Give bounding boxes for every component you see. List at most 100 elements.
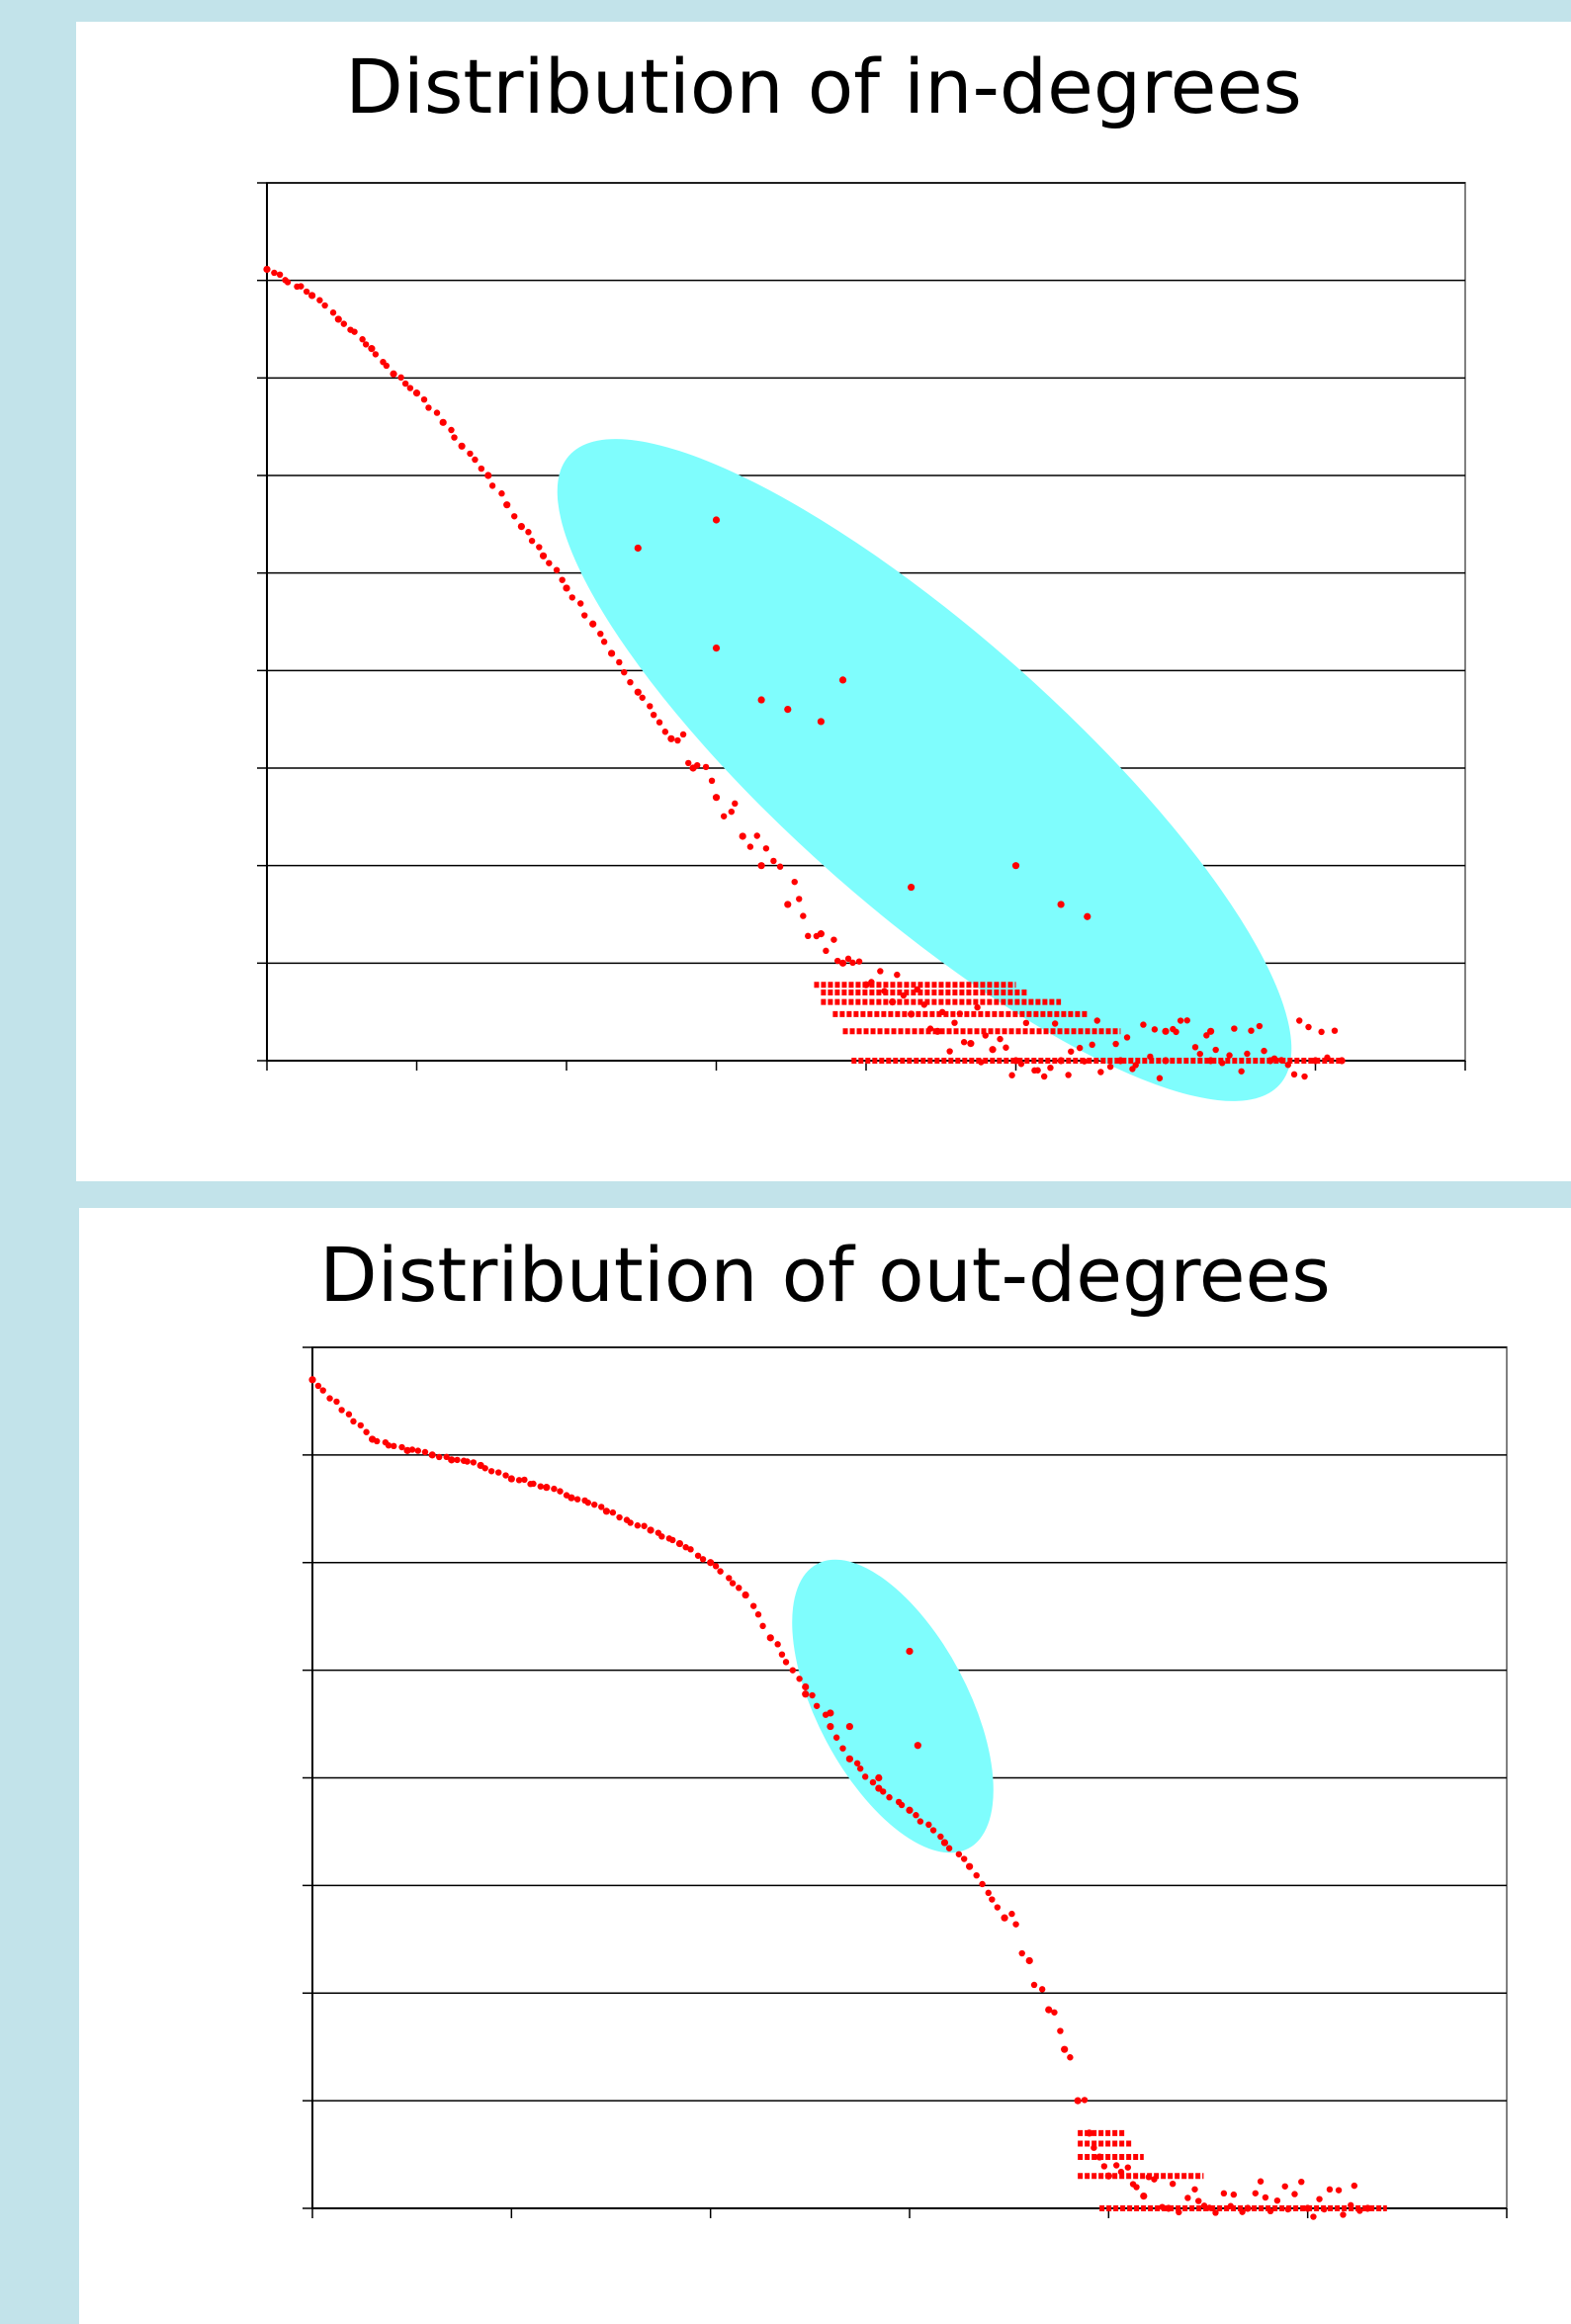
data-point [551, 1485, 558, 1493]
data-point [598, 1504, 605, 1510]
data-point [1248, 1027, 1255, 1034]
data-point [316, 297, 323, 303]
data-point [406, 385, 414, 391]
data-point [1034, 1067, 1041, 1074]
data-point [1030, 1981, 1038, 1989]
data-point [1061, 2045, 1069, 2053]
data-point [451, 434, 458, 441]
data-point [658, 1533, 665, 1540]
data-point [1012, 1921, 1019, 1928]
data-point [597, 630, 604, 638]
data-point [796, 1676, 803, 1682]
data-point [802, 1690, 810, 1698]
data-point [754, 1611, 762, 1618]
data-point [914, 1742, 921, 1750]
data-point [600, 639, 608, 646]
data-point [827, 1722, 834, 1731]
data-point [1340, 2211, 1347, 2218]
out-degree-chart-title: Distribution of out-degrees [319, 1231, 1331, 1319]
data-point [517, 522, 525, 531]
data-point [809, 1691, 816, 1699]
data-point [742, 1591, 749, 1599]
data-point [966, 1862, 974, 1870]
data-point [1230, 2191, 1238, 2198]
data-point [329, 309, 337, 316]
data-point [1296, 1017, 1303, 1024]
data-point [616, 658, 623, 666]
data-point [834, 957, 841, 965]
data-point [877, 968, 884, 975]
data-point [448, 1456, 456, 1464]
data-point [1068, 1048, 1075, 1055]
data-point [276, 271, 284, 279]
data-point [853, 1760, 861, 1766]
data-point [391, 1442, 397, 1450]
data-point [796, 896, 803, 903]
data-point [908, 883, 916, 892]
data-point [685, 759, 692, 767]
data-point [1183, 1017, 1190, 1024]
data-point [1191, 1044, 1199, 1051]
data-point [1256, 1022, 1264, 1030]
data-point [989, 1896, 996, 1903]
data-point [967, 1040, 975, 1048]
data-point [762, 845, 770, 852]
data-point [398, 1443, 405, 1451]
data-point [945, 1845, 953, 1851]
data-point [390, 370, 397, 378]
data-point [805, 932, 812, 940]
data-point [1045, 2006, 1053, 2014]
data-point [507, 1475, 515, 1483]
data-point [1140, 2192, 1148, 2200]
data-point [553, 566, 561, 573]
data-point [1257, 2178, 1265, 2185]
data-point [608, 649, 616, 657]
data-point [372, 351, 380, 358]
data-point [1305, 1023, 1312, 1031]
data-point [467, 450, 474, 458]
data-point [817, 718, 825, 726]
data-point [359, 336, 366, 343]
data-point [827, 1709, 834, 1717]
out-degree-chart-panel: Distribution of out-degrees [79, 1208, 1571, 2324]
data-point [1151, 1026, 1159, 1033]
data-point [1051, 2009, 1058, 2016]
data-point [784, 901, 792, 908]
data-point [1057, 901, 1065, 908]
data-point [397, 374, 404, 382]
data-point [1051, 1020, 1059, 1027]
data-point [784, 705, 792, 714]
data-point [420, 395, 428, 403]
data-point [641, 1522, 648, 1529]
data-point [581, 612, 588, 619]
data-point [263, 265, 271, 274]
data-point [333, 1398, 340, 1406]
data-point [1008, 1910, 1015, 1918]
data-point [484, 472, 492, 479]
data-point [525, 529, 532, 536]
data-point [951, 1019, 958, 1026]
data-point [639, 694, 646, 701]
data-points [308, 1376, 1387, 2220]
data-point [1212, 1046, 1219, 1054]
data-point [1156, 1075, 1164, 1081]
data-point [1195, 2197, 1202, 2204]
data-point [702, 763, 710, 771]
data-point [1067, 2054, 1074, 2061]
data-point [679, 731, 687, 738]
data-point [869, 1778, 877, 1786]
data-point [736, 1585, 742, 1592]
data-point [284, 279, 292, 286]
data-point [530, 1480, 537, 1488]
data-point [1262, 2194, 1269, 2201]
data-point [563, 1492, 570, 1499]
data-point [985, 1889, 992, 1897]
data-point [408, 1446, 416, 1453]
data-point [1261, 1047, 1267, 1055]
out-degree-chart [303, 1346, 1508, 2220]
data-point [1351, 2182, 1358, 2190]
data-point [576, 600, 584, 607]
data-point [563, 584, 570, 592]
data-point [1298, 2178, 1305, 2186]
in-degree-chart-panel: Distribution of in-degrees [76, 22, 1571, 1181]
